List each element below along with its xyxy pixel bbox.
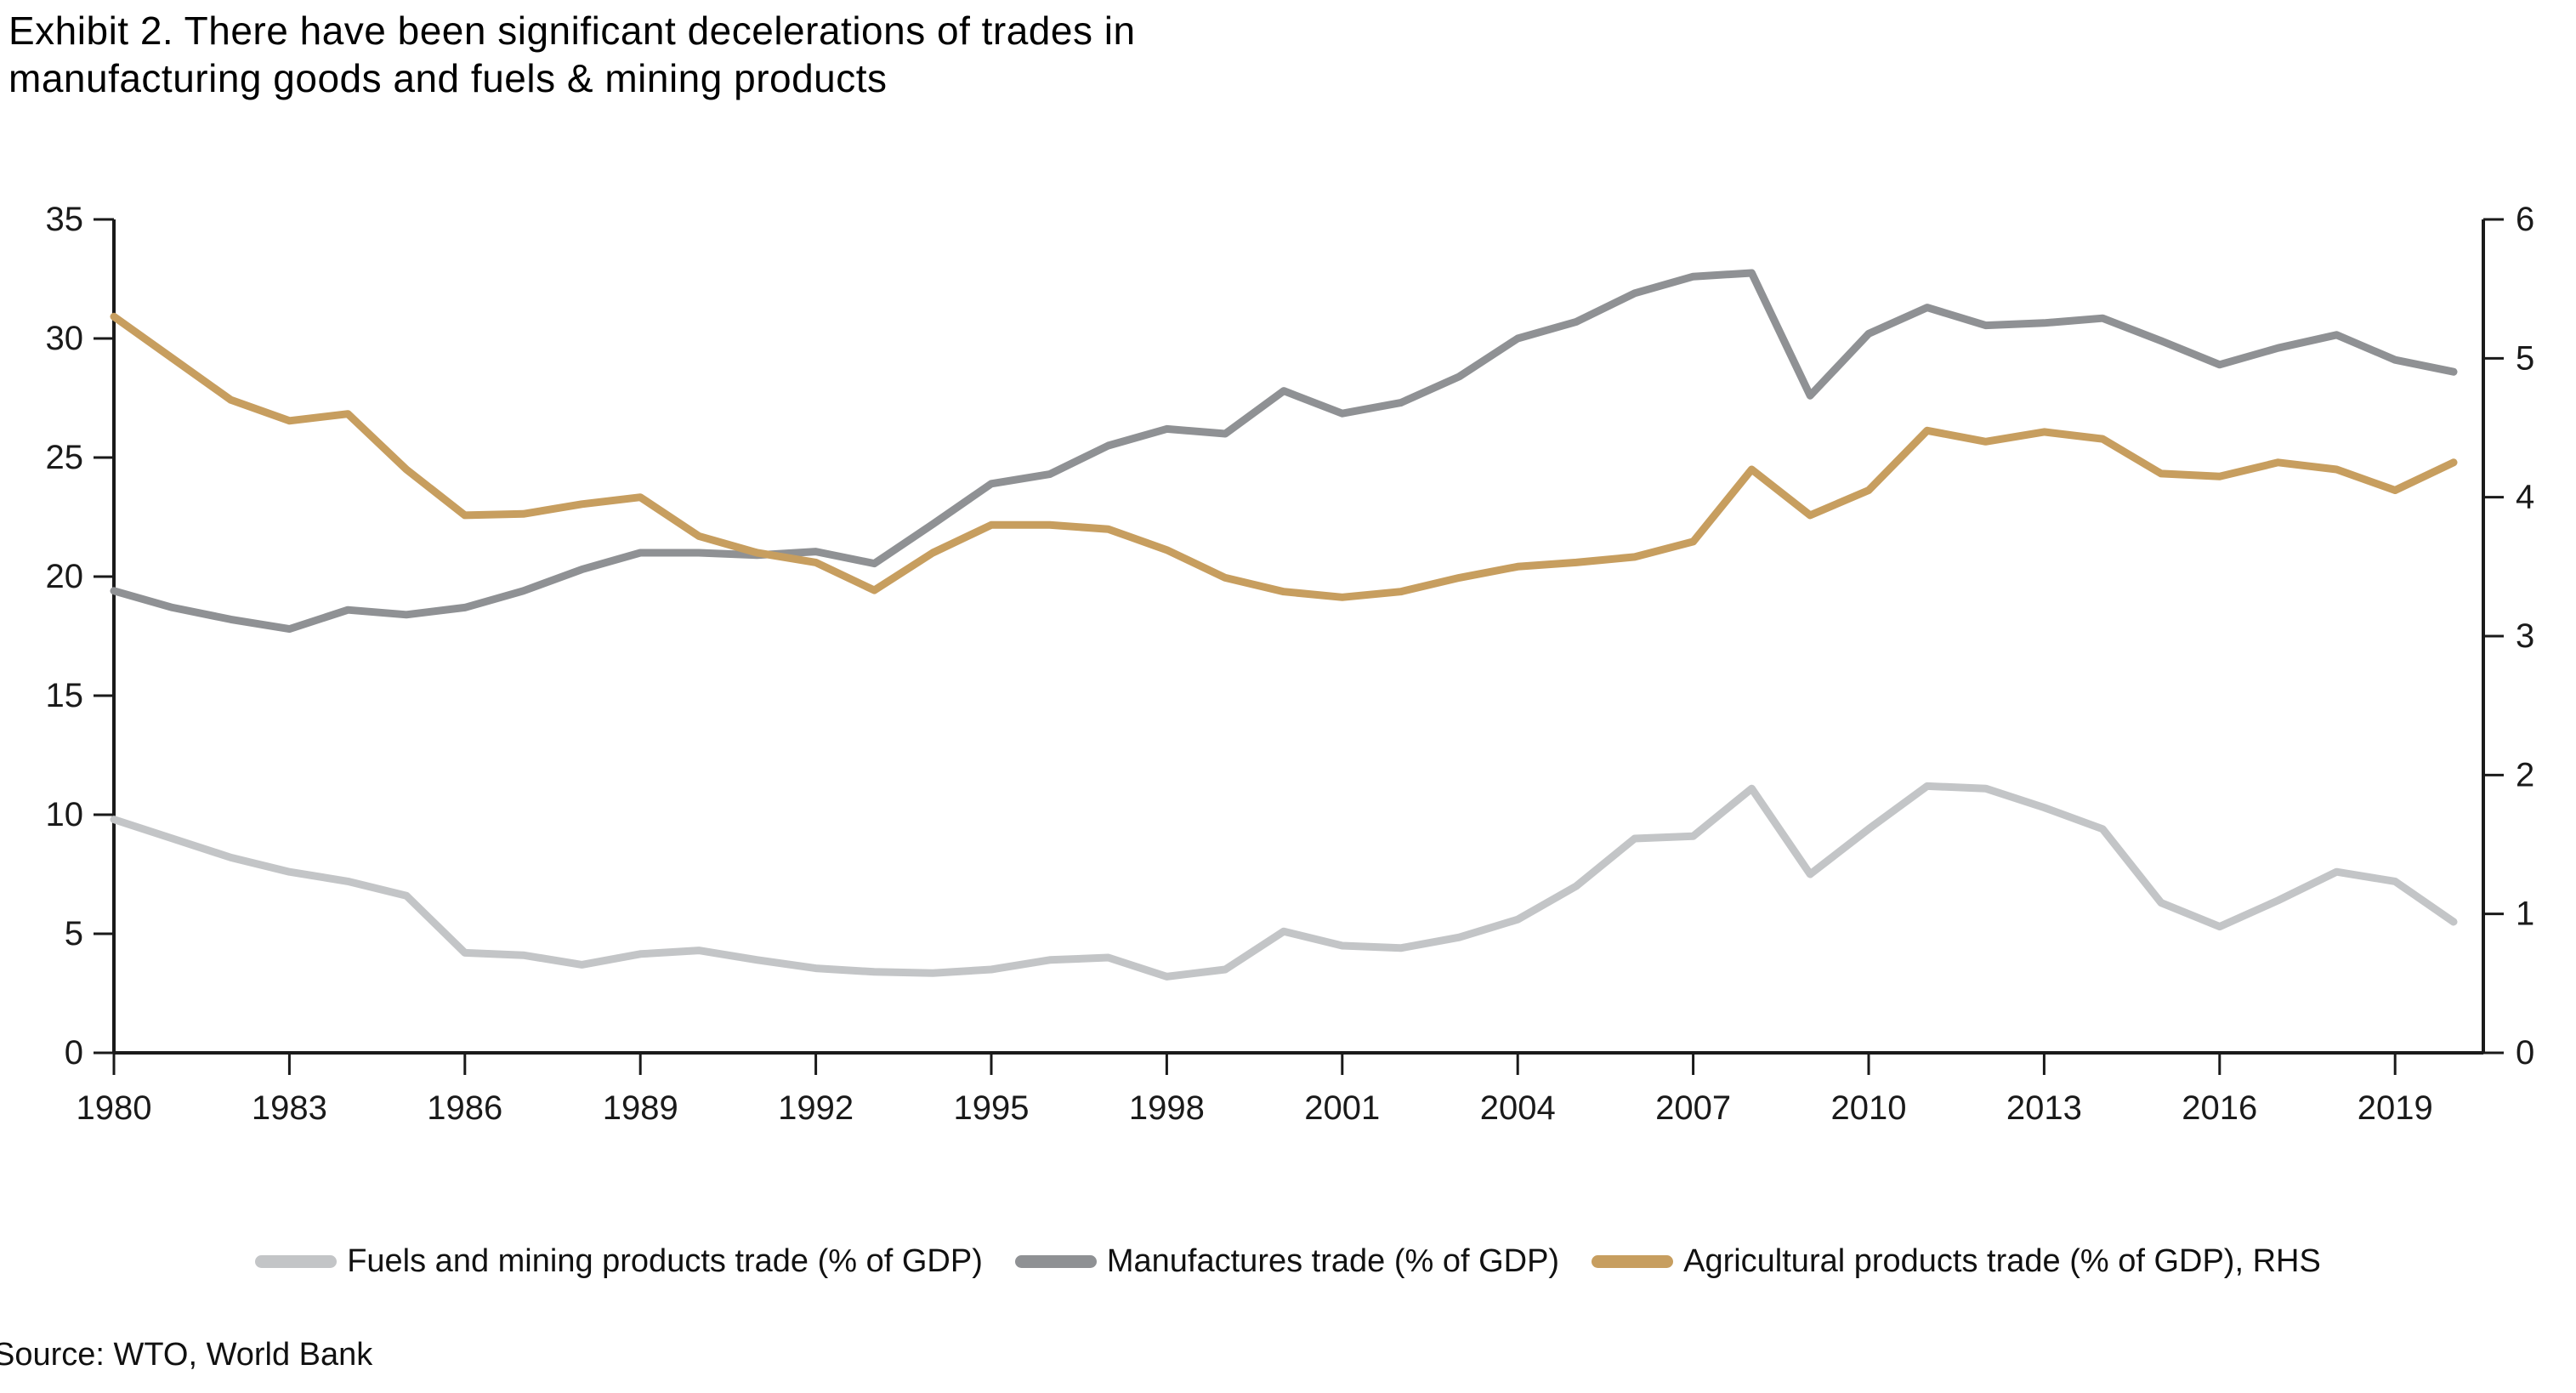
- chart-title-line-2: manufacturing goods and fuels & mining p…: [9, 56, 888, 101]
- series-line-2: [110, 312, 2458, 601]
- chart-legend: Fuels and mining products trade (% of GD…: [0, 1243, 2576, 1280]
- left-axis-tick-label: 30: [46, 320, 84, 357]
- x-axis-tick-label: 2001: [1304, 1089, 1380, 1127]
- x-axis-tick-label: 1980: [77, 1089, 152, 1127]
- x-axis-tick-label: 1992: [778, 1089, 854, 1127]
- right-axis-tick-label: 0: [2516, 1034, 2534, 1072]
- axes: 0 5 10 15 20 25 30 35 0 1 2 3 4 5 6 1980 1983 1986 1989 199…: [46, 201, 2535, 1127]
- x-axis-tick-label: 1989: [603, 1089, 678, 1127]
- right-axis-tick-label: 4: [2516, 479, 2534, 516]
- x-axis-tick-label: 2016: [2182, 1089, 2257, 1127]
- legend-label-fuels: Fuels and mining products trade (% of GD…: [347, 1243, 983, 1279]
- left-axis-tick-label: 20: [46, 558, 84, 595]
- right-axis-tick-label: 3: [2516, 617, 2534, 655]
- x-axis-tick-label: 1998: [1129, 1089, 1205, 1127]
- left-axis-tick-label: 0: [65, 1034, 83, 1072]
- legend-item-agriculture: Agricultural products trade (% of GDP), …: [1592, 1243, 2321, 1280]
- right-axis-tick-label: 2: [2516, 756, 2534, 793]
- series-line-1: [110, 269, 2458, 634]
- legend-item-manufactures: Manufactures trade (% of GDP): [1014, 1243, 1560, 1280]
- data-series: [110, 269, 2458, 981]
- legend-item-fuels: Fuels and mining products trade (% of GD…: [255, 1243, 983, 1280]
- x-axis-tick-label: 1995: [954, 1089, 1030, 1127]
- legend-swatch-fuels-icon: [255, 1255, 338, 1268]
- left-axis-tick-label: 25: [46, 439, 84, 476]
- x-axis-tick-label: 1986: [427, 1089, 502, 1127]
- left-axis-tick-label: 35: [46, 201, 84, 238]
- x-axis-tick-label: 2004: [1480, 1089, 1556, 1127]
- legend-swatch-manufactures-icon: [1014, 1255, 1097, 1268]
- chart-title: Exhibit 2. There have been significant d…: [9, 7, 1136, 102]
- legend-label-agriculture: Agricultural products trade (% of GDP), …: [1683, 1243, 2321, 1279]
- legend-label-manufactures: Manufactures trade (% of GDP): [1106, 1243, 1560, 1279]
- right-axis-tick-label: 1: [2516, 896, 2534, 933]
- series-line-0: [110, 782, 2458, 981]
- x-axis-tick-label: 1983: [252, 1089, 327, 1127]
- x-axis-tick-label: 2007: [1655, 1089, 1731, 1127]
- source-note: Source: WTO, World Bank: [0, 1337, 373, 1373]
- chart-title-line-1: Exhibit 2. There have been significant d…: [9, 9, 1136, 53]
- right-axis-tick-label: 5: [2516, 339, 2534, 377]
- left-axis-tick-label: 15: [46, 677, 84, 714]
- left-axis-tick-label: 5: [65, 915, 83, 952]
- x-axis-tick-label: 2013: [2006, 1089, 2082, 1127]
- right-axis-tick-label: 6: [2516, 201, 2534, 238]
- left-axis-tick-label: 10: [46, 796, 84, 833]
- x-axis-tick-label: 2019: [2358, 1089, 2433, 1127]
- x-axis-tick-label: 2010: [1831, 1089, 1907, 1127]
- legend-swatch-agriculture-icon: [1592, 1255, 1674, 1268]
